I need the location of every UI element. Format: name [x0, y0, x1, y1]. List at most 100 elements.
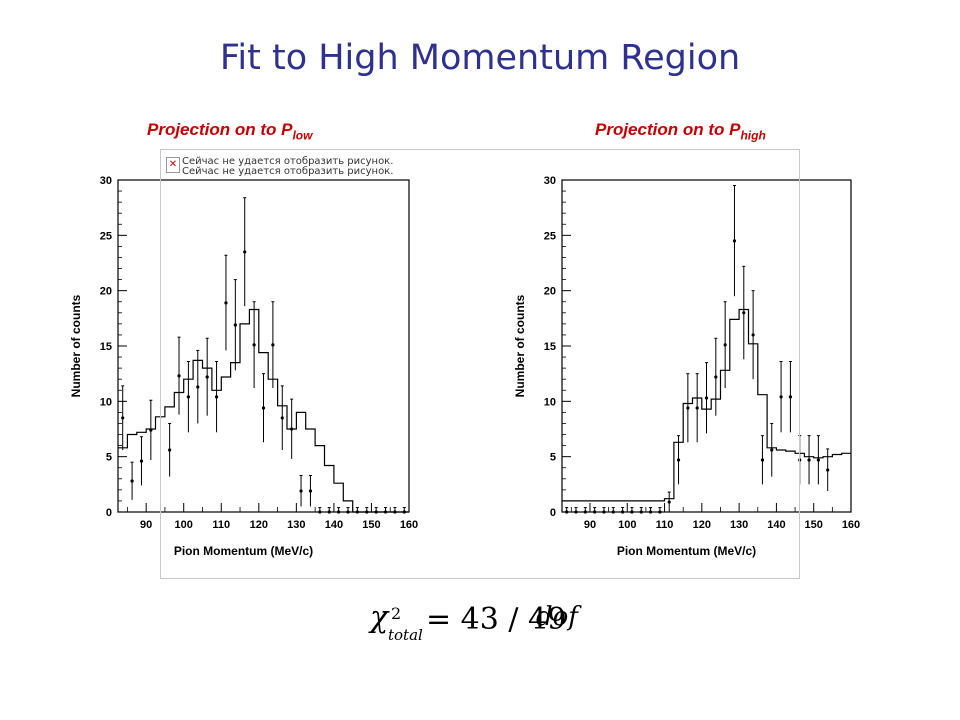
data-point [318, 510, 322, 514]
data-point [779, 395, 783, 399]
data-point [574, 510, 578, 514]
x-tick-label: 160 [842, 519, 860, 531]
data-point [214, 395, 219, 399]
data-point [130, 479, 134, 483]
data-point [224, 301, 228, 305]
y-tick-label: 15 [544, 341, 556, 353]
broken-image-text-duplicate: Сейчас не удается отобразить рисунок. [182, 166, 394, 177]
data-point [648, 510, 653, 514]
x-tick-label: 90 [584, 519, 596, 531]
formula-chi-symbol: χ [370, 600, 389, 635]
data-point [261, 406, 266, 410]
x-axis-label: Pion Momentum (MeV/c) [174, 544, 313, 558]
data-point [611, 510, 615, 514]
x-tick-label: 100 [618, 519, 636, 531]
x-tick-label: 120 [693, 519, 711, 531]
data-point [714, 375, 718, 379]
data-point [704, 396, 709, 400]
data-point [139, 459, 144, 463]
x-tick-label: 150 [362, 519, 380, 531]
broken-image-frame [160, 149, 800, 579]
subtitle-low-subscript: low [292, 128, 313, 143]
y-tick-label: 5 [550, 452, 556, 464]
data-point [807, 458, 811, 462]
y-tick-label: 10 [100, 396, 112, 408]
y-tick-label: 5 [106, 452, 112, 464]
y-axis-label: Number of counts [69, 294, 83, 397]
data-point [336, 510, 341, 514]
formula-superscript: 2 [391, 604, 402, 623]
data-point [365, 510, 369, 514]
data-point [121, 416, 125, 420]
histogram-plot-low: 0 5 10 15 20 25 30 90 100 110 120 130 140 150 160 Pion … [69, 175, 418, 558]
data-point [742, 311, 746, 315]
formula-unit: dof [536, 602, 578, 632]
data-point [770, 448, 774, 452]
x-tick-label: 110 [656, 519, 674, 531]
data-point [602, 510, 606, 514]
data-point [196, 385, 200, 389]
data-point [327, 510, 331, 514]
data-point [732, 239, 737, 243]
data-point [667, 500, 671, 504]
x-tick-label: 150 [805, 519, 823, 531]
y-tick-label: 20 [544, 286, 556, 298]
y-tick-label: 10 [544, 396, 556, 408]
data-point [658, 510, 662, 514]
data-point [374, 510, 378, 514]
y-tick-label: 30 [100, 175, 112, 187]
data-point [393, 510, 397, 514]
data-point [695, 406, 699, 410]
data-point [299, 489, 303, 493]
data-point [816, 458, 820, 462]
data-point [290, 427, 294, 431]
data-point [205, 375, 209, 379]
data-point [620, 510, 625, 514]
data-point [565, 510, 569, 514]
fit-histogram-line [118, 308, 409, 513]
y-tick-label: 0 [106, 507, 112, 519]
data-point [760, 458, 765, 462]
data-point [177, 374, 181, 378]
x-tick-label: 110 [212, 519, 230, 531]
data-point [630, 510, 634, 514]
data-point [402, 510, 406, 514]
data-point [723, 343, 727, 347]
x-axis-label: Pion Momentum (MeV/c) [617, 544, 756, 558]
data-point [308, 489, 313, 493]
x-tick-label: 120 [250, 519, 268, 531]
y-axis-label: Number of counts [513, 294, 527, 397]
y-tick-label: 25 [544, 230, 556, 242]
data-point [583, 510, 587, 514]
x-tick-label: 130 [730, 519, 748, 531]
data-point [243, 250, 247, 254]
data-point [252, 343, 256, 347]
subtitle-high-text: Projection on to P [595, 120, 741, 139]
x-tick-label: 140 [325, 519, 343, 531]
subtitle-low-text: Projection on to P [147, 120, 293, 139]
data-point [168, 448, 172, 452]
subtitle-projection-high: Projection on to Phigh [595, 120, 766, 142]
x-tick-label: 140 [767, 519, 785, 531]
data-point [186, 395, 191, 399]
broken-image-text: Сейчас не удается отобразить рисунок. [182, 156, 394, 167]
histogram-plot-high: 0 5 10 15 20 25 30 90 100 110 120 130 140 150 160 Pion … [513, 175, 860, 558]
data-point [280, 416, 284, 420]
data-point [826, 468, 830, 472]
x-tick-label: 160 [400, 519, 418, 531]
subtitle-high-subscript: high [740, 128, 766, 143]
formula-subscript: total [388, 626, 423, 644]
formula-expression: = 43 / 49 [426, 602, 567, 637]
subtitle-projection-low: Projection on to Plow [147, 120, 312, 142]
data-point [233, 323, 237, 327]
data-point [788, 395, 793, 399]
data-point [346, 510, 350, 514]
data-point [676, 458, 681, 462]
x-tick-label: 130 [287, 519, 305, 531]
data-point [751, 333, 755, 337]
chi-square-formula: χ 2 total = 43 / 49 dof [370, 600, 578, 644]
y-tick-label: 20 [100, 286, 112, 298]
data-point [149, 428, 153, 432]
y-tick-label: 30 [544, 175, 556, 187]
y-tick-label: 25 [100, 230, 112, 242]
